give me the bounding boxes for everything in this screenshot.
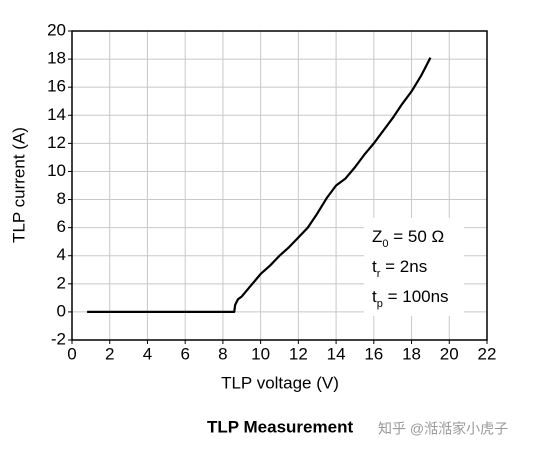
- annotation-sub: r: [377, 268, 381, 280]
- x-tick-label: 18: [402, 344, 421, 363]
- y-tick-label: 16: [47, 77, 66, 96]
- y-tick-label: 18: [47, 49, 66, 68]
- watermark: 知乎 @湉湉家小虎子: [378, 421, 508, 437]
- y-tick-label: 0: [57, 301, 66, 320]
- annotation: tr = 2ns: [372, 257, 427, 279]
- y-tick-label: 4: [57, 245, 66, 264]
- annotation-rest: = 50 Ω: [389, 227, 445, 246]
- x-tick-label: 12: [289, 344, 308, 363]
- y-tick-label: 12: [47, 133, 66, 152]
- x-tick-label: 10: [251, 344, 270, 363]
- y-axis-label: TLP current (A): [9, 127, 28, 243]
- y-tick-label: 8: [57, 189, 66, 208]
- caption: TLP Measurement: [207, 417, 353, 436]
- x-tick-label: 14: [327, 344, 346, 363]
- x-tick-label: 0: [67, 344, 76, 363]
- annotation-box: [364, 218, 464, 316]
- annotation-rest: = 2ns: [380, 257, 427, 276]
- x-tick-label: 16: [364, 344, 383, 363]
- y-tick-label: 6: [57, 217, 66, 236]
- annotation: Z0 = 50 Ω: [372, 227, 444, 249]
- x-tick-label: 20: [440, 344, 459, 363]
- annotation-main: t: [372, 257, 377, 276]
- annotation-main: t: [372, 287, 377, 306]
- x-tick-label: 8: [218, 344, 227, 363]
- x-tick-label: 2: [105, 344, 114, 363]
- y-tick-label: -2: [51, 329, 66, 348]
- x-tick-label: 22: [478, 344, 497, 363]
- x-axis-label: TLP voltage (V): [221, 373, 339, 392]
- y-tick-label: 14: [47, 105, 66, 124]
- annotation-rest: = 100ns: [383, 287, 449, 306]
- annotation-sub: p: [377, 298, 383, 310]
- annotation-sub: 0: [382, 238, 388, 250]
- y-tick-label: 2: [57, 273, 66, 292]
- data-line: [87, 57, 432, 314]
- y-tick-label: 10: [47, 161, 66, 180]
- plot-frame: [71, 30, 488, 341]
- x-tick-label: 4: [143, 344, 152, 363]
- y-tick-label: 20: [47, 20, 66, 39]
- x-tick-label: 6: [180, 344, 189, 363]
- annotation: tp = 100ns: [372, 287, 449, 309]
- annotation-main: Z: [372, 227, 382, 246]
